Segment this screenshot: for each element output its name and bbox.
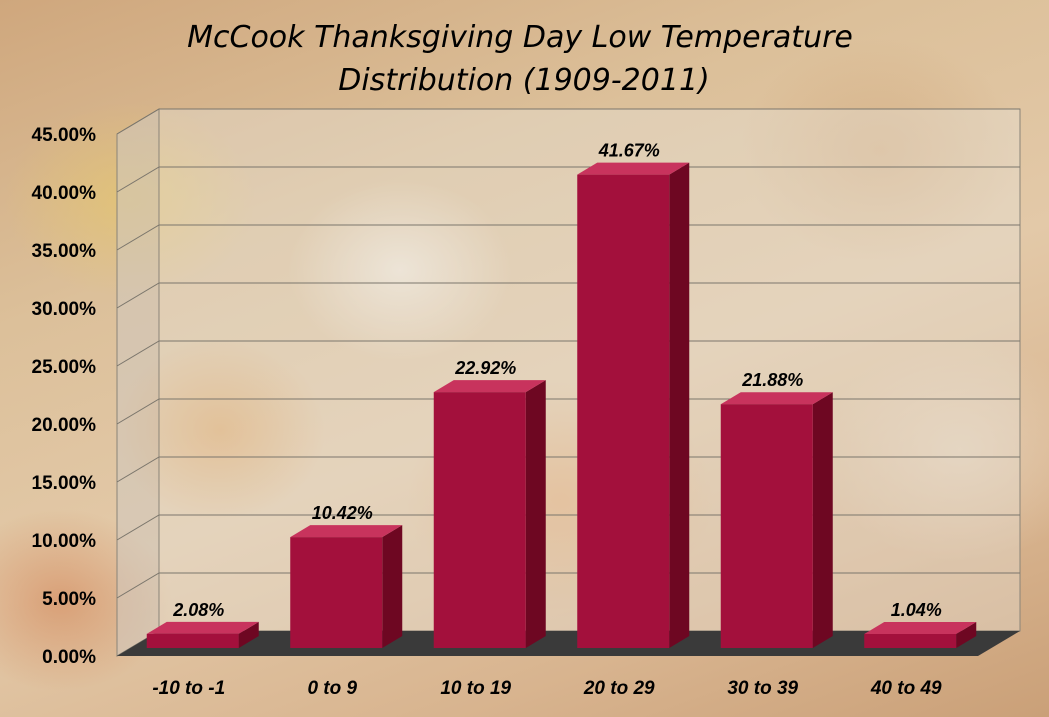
x-tick-label: 10 to 19 — [440, 678, 511, 699]
x-tick-label: 20 to 29 — [583, 678, 655, 699]
gridline — [116, 282, 1020, 309]
data-label: 2.08% — [172, 600, 224, 620]
bar-side — [956, 622, 977, 648]
chart-title-line-1: McCook Thanksgiving Day Low Temperature — [187, 20, 853, 55]
y-tick-label: 35.00% — [32, 241, 97, 262]
bar-side — [525, 380, 546, 648]
bar-top — [146, 621, 259, 634]
gridline — [116, 224, 1020, 251]
bar-top — [577, 162, 690, 175]
y-tick-label: 45.00% — [32, 125, 97, 146]
bar-front — [577, 174, 670, 649]
data-label: 10.42% — [312, 503, 373, 523]
y-tick-label: 40.00% — [32, 183, 97, 204]
y-tick-label: 20.00% — [32, 415, 97, 436]
chart-title-line-2: Distribution (1909-2011) — [338, 63, 709, 98]
y-tick-label: 10.00% — [32, 531, 97, 552]
bar — [720, 392, 833, 648]
bar-side — [238, 621, 259, 648]
bar-front — [864, 634, 957, 648]
y-tick-label: 25.00% — [32, 357, 97, 378]
gridline — [116, 340, 1020, 367]
y-tick-label: 5.00% — [42, 589, 96, 610]
bar-front — [433, 392, 526, 648]
side-wall — [116, 108, 160, 657]
bar-side — [382, 525, 403, 648]
x-tick-label: -10 to -1 — [152, 678, 225, 699]
bar — [433, 380, 546, 648]
data-label: 21.88% — [741, 370, 803, 390]
bar-top — [720, 392, 833, 405]
bar-top — [290, 525, 403, 538]
gridline — [116, 108, 1020, 135]
x-tick-label: 0 to 9 — [307, 678, 357, 699]
y-tick-label: 30.00% — [32, 299, 97, 320]
bar-top — [864, 622, 977, 634]
bar — [864, 622, 977, 648]
y-tick-label: 15.00% — [32, 473, 97, 494]
y-tick-label: 0.00% — [42, 647, 96, 668]
bar-front — [146, 633, 239, 648]
data-label: 22.92% — [454, 358, 516, 378]
bar-top — [433, 380, 546, 393]
bar — [577, 162, 690, 649]
bar-side — [669, 162, 690, 649]
bar-side — [812, 392, 833, 648]
bar-front — [720, 404, 813, 648]
bar-front — [290, 537, 383, 648]
x-tick-label: 40 to 49 — [870, 678, 942, 699]
data-label: 1.04% — [891, 600, 942, 620]
data-label: 41.67% — [598, 141, 660, 161]
bar — [146, 621, 259, 648]
x-tick-label: 30 to 39 — [727, 678, 798, 699]
gridline — [116, 166, 1020, 193]
bar — [290, 525, 403, 648]
